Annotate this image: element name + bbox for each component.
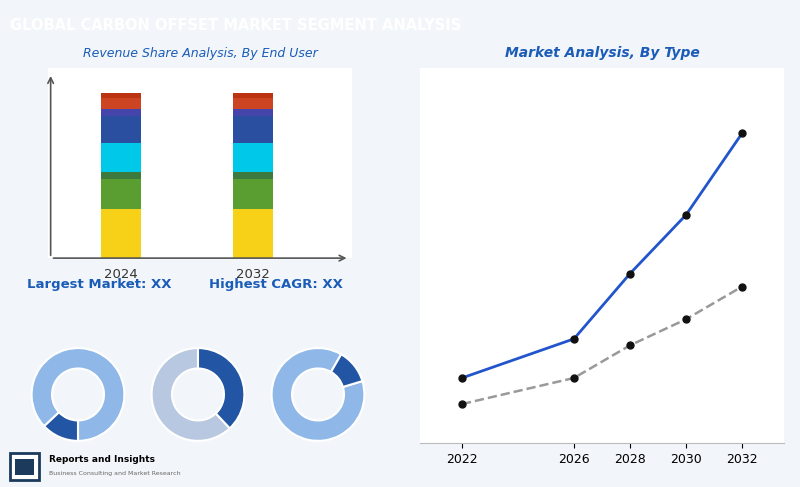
Wedge shape (44, 412, 78, 441)
Text: Business Consulting and Market Research: Business Consulting and Market Research (49, 471, 181, 476)
Bar (233, 116, 273, 143)
Text: Reports and Insights: Reports and Insights (49, 455, 155, 464)
Bar (101, 93, 141, 98)
FancyBboxPatch shape (15, 459, 34, 475)
Bar (101, 208, 141, 258)
Bar (233, 110, 273, 116)
Bar (101, 143, 141, 172)
Wedge shape (198, 348, 244, 428)
Text: Highest CAGR: XX: Highest CAGR: XX (210, 278, 343, 291)
Bar (101, 110, 141, 116)
Bar (101, 116, 141, 143)
FancyBboxPatch shape (10, 453, 39, 480)
Bar (233, 208, 273, 258)
Bar (233, 179, 273, 208)
Bar (233, 93, 273, 98)
Bar (101, 98, 141, 110)
Wedge shape (272, 348, 364, 441)
Bar (101, 179, 141, 208)
Bar (101, 172, 141, 179)
Text: GLOBAL CARBON OFFSET MARKET SEGMENT ANALYSIS: GLOBAL CARBON OFFSET MARKET SEGMENT ANAL… (10, 18, 461, 33)
Wedge shape (32, 348, 124, 441)
Bar (233, 143, 273, 172)
Text: Largest Market: XX: Largest Market: XX (27, 278, 172, 291)
Wedge shape (152, 348, 230, 441)
Title: Revenue Share Analysis, By End User: Revenue Share Analysis, By End User (82, 47, 318, 60)
Bar (233, 172, 273, 179)
Title: Market Analysis, By Type: Market Analysis, By Type (505, 46, 699, 60)
Wedge shape (331, 354, 362, 387)
Bar (233, 98, 273, 110)
